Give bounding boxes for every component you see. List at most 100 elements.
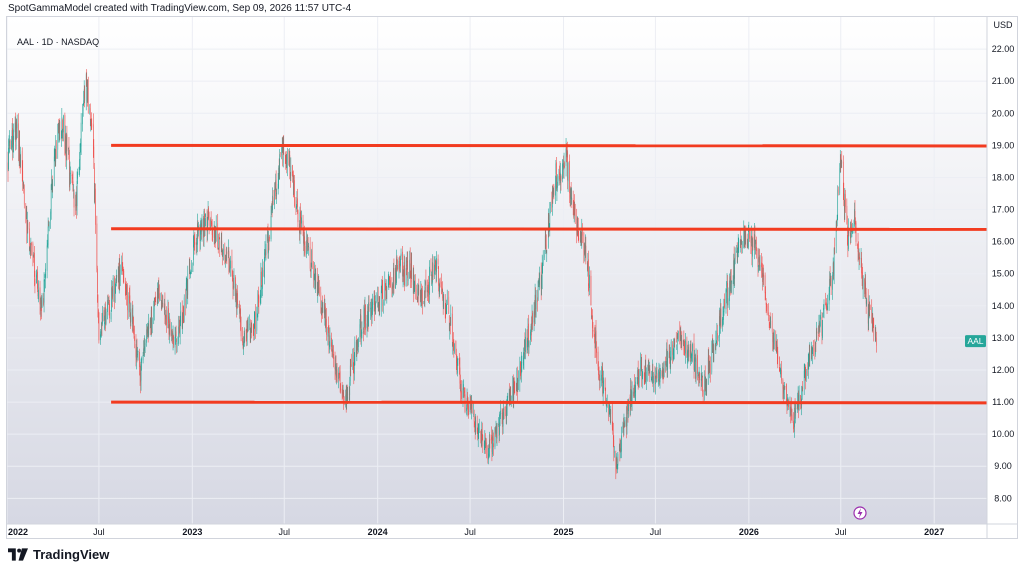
candle-body xyxy=(719,316,720,337)
y-tick-label: 20.00 xyxy=(992,108,1015,118)
candle-body xyxy=(595,332,596,349)
candle-body xyxy=(372,301,373,309)
candle-body xyxy=(776,342,778,352)
candle-body xyxy=(101,322,103,327)
candle-body xyxy=(531,315,533,331)
candle-body xyxy=(424,286,426,300)
candle-body xyxy=(739,240,741,243)
candle-body xyxy=(762,272,763,282)
candle-body xyxy=(761,262,762,268)
candle-body xyxy=(776,344,778,354)
candle-body xyxy=(716,341,717,343)
candle-body xyxy=(574,204,575,216)
candle-body xyxy=(793,421,794,430)
candle-body xyxy=(435,270,437,275)
horizontal-level-line[interactable] xyxy=(111,143,988,148)
candle-body xyxy=(548,214,550,228)
candle-body xyxy=(357,339,359,350)
candle-body xyxy=(196,242,197,245)
candle-body xyxy=(343,392,344,401)
candle-body xyxy=(30,241,32,253)
candle-body xyxy=(786,384,787,403)
candle-body xyxy=(508,393,510,398)
candle-body xyxy=(695,358,697,379)
candle-body xyxy=(153,308,155,317)
candle-body xyxy=(317,283,319,293)
candle-body xyxy=(869,307,871,309)
candle-body xyxy=(303,235,305,246)
candle-body xyxy=(550,204,551,206)
candle-body xyxy=(448,315,450,330)
candle-body xyxy=(393,268,395,289)
lightning-icon[interactable] xyxy=(853,506,867,520)
candle-body xyxy=(379,303,381,310)
candle-body xyxy=(407,278,409,282)
tradingview-logo[interactable]: TradingView xyxy=(8,547,109,562)
candle-body xyxy=(680,330,682,348)
candle-body xyxy=(46,245,48,271)
candle-body xyxy=(237,293,238,305)
candle-body xyxy=(150,326,151,328)
candle-body xyxy=(861,258,862,274)
candle-body xyxy=(211,223,212,225)
candle-body xyxy=(108,302,109,303)
candle-body xyxy=(172,332,174,340)
candle-body xyxy=(584,250,586,254)
candle-body xyxy=(25,215,27,219)
candle-body xyxy=(819,324,820,331)
candle-body xyxy=(681,338,682,347)
horizontal-level-line[interactable] xyxy=(111,400,988,405)
candle-body xyxy=(836,214,838,224)
candle-body xyxy=(484,443,485,448)
candle-body xyxy=(448,296,450,314)
candle-body xyxy=(713,348,714,360)
candle-body xyxy=(102,312,103,324)
candle-body xyxy=(723,298,725,313)
candle-body xyxy=(431,274,432,276)
candle-body xyxy=(221,240,223,250)
candle-body xyxy=(521,361,522,374)
candle-body xyxy=(39,287,41,305)
candle-body xyxy=(409,257,411,278)
candle-body xyxy=(382,288,384,307)
time-axis[interactable]: 2022 Jul 2023 Jul 2024 Jul 2025 Jul 2026 Jul 2027 xyxy=(8,527,944,537)
price-axis[interactable]: 8.00 9.00 10.00 11.00 12.00 13.00 14.00 15.00 16… xyxy=(992,20,1015,503)
candle-body xyxy=(386,286,388,300)
candle-body xyxy=(539,273,540,285)
price-chart[interactable]: 8.00 9.00 10.00 11.00 12.00 13.00 14.00 15.00 16… xyxy=(7,17,1018,539)
candle-body xyxy=(777,351,779,360)
candle-body xyxy=(688,349,690,357)
candle-body xyxy=(736,253,738,257)
candle-body xyxy=(567,151,568,181)
candle-body xyxy=(54,154,56,160)
candle-body xyxy=(812,348,814,351)
candle-body xyxy=(752,238,753,257)
horizontal-levels[interactable] xyxy=(111,143,988,405)
candle-body xyxy=(456,363,458,373)
candle-body xyxy=(758,265,759,267)
candle-body xyxy=(811,348,813,355)
candle-body xyxy=(129,297,130,299)
candle-body xyxy=(19,141,20,163)
candle-body xyxy=(318,287,320,294)
candle-body xyxy=(638,377,639,385)
candle-body xyxy=(129,295,131,313)
horizontal-level-line[interactable] xyxy=(111,227,988,231)
candle-body xyxy=(100,334,102,336)
candle-body xyxy=(628,399,629,411)
chart-frame[interactable]: 8.00 9.00 10.00 11.00 12.00 13.00 14.00 15.00 16… xyxy=(6,16,1018,539)
candle-body xyxy=(144,346,145,351)
candle-body xyxy=(617,464,618,470)
candle-body xyxy=(874,331,876,340)
candle-body xyxy=(791,414,793,421)
candle-body xyxy=(727,282,728,306)
y-tick-label: 11.00 xyxy=(992,397,1014,407)
candle-body xyxy=(115,281,116,286)
y-tick-label: 13.00 xyxy=(992,333,1015,343)
candle-body xyxy=(235,293,237,303)
candle-body xyxy=(292,172,294,176)
candle-body xyxy=(492,437,494,441)
candle-body xyxy=(505,406,506,408)
candle-body xyxy=(631,391,633,403)
candle-body xyxy=(353,355,354,369)
